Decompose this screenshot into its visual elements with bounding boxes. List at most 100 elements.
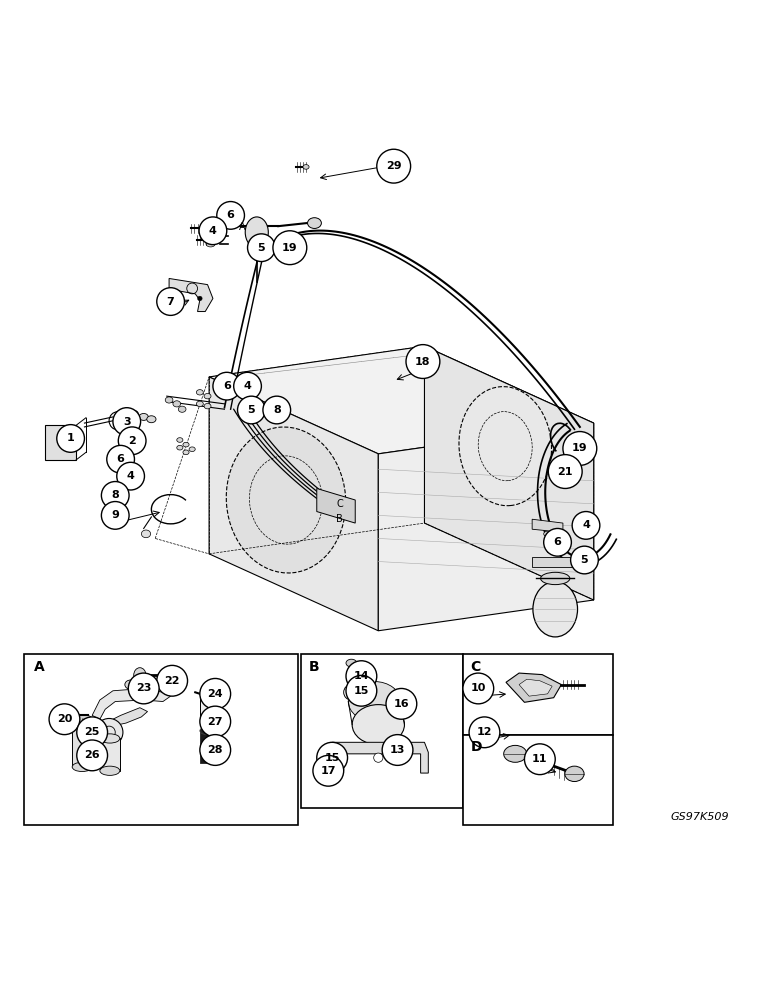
Circle shape: [563, 432, 597, 465]
Circle shape: [374, 753, 383, 762]
Ellipse shape: [204, 403, 211, 409]
Bar: [301, 654, 463, 808]
Ellipse shape: [100, 766, 120, 775]
Text: 3: 3: [123, 417, 130, 427]
Text: B: B: [337, 514, 344, 524]
Bar: [200, 731, 214, 763]
Text: GS97K509: GS97K509: [671, 812, 730, 822]
Circle shape: [344, 685, 359, 700]
Polygon shape: [506, 673, 561, 702]
Text: 4: 4: [244, 381, 252, 391]
Text: 19: 19: [572, 443, 587, 453]
Ellipse shape: [141, 675, 151, 682]
Ellipse shape: [582, 443, 590, 449]
Polygon shape: [46, 425, 76, 460]
Circle shape: [463, 673, 493, 704]
Ellipse shape: [346, 659, 357, 667]
Text: 26: 26: [84, 750, 100, 760]
Text: 6: 6: [227, 210, 235, 220]
Circle shape: [273, 231, 306, 265]
Polygon shape: [328, 742, 428, 773]
Bar: [200, 694, 214, 723]
Circle shape: [469, 717, 499, 748]
Ellipse shape: [141, 530, 151, 538]
Ellipse shape: [125, 680, 137, 689]
Ellipse shape: [503, 745, 527, 762]
Text: 10: 10: [471, 683, 486, 693]
Text: 23: 23: [136, 683, 151, 693]
Circle shape: [113, 408, 141, 435]
Ellipse shape: [196, 401, 203, 407]
Text: 22: 22: [164, 676, 180, 686]
Polygon shape: [378, 423, 594, 631]
Circle shape: [117, 462, 144, 490]
Circle shape: [548, 455, 582, 488]
Circle shape: [572, 512, 600, 539]
Text: 6: 6: [223, 381, 231, 391]
Text: 4: 4: [209, 226, 217, 236]
Ellipse shape: [134, 668, 146, 683]
Ellipse shape: [200, 727, 214, 735]
Ellipse shape: [576, 433, 584, 439]
Text: 1: 1: [66, 433, 74, 443]
Circle shape: [382, 735, 413, 765]
Circle shape: [128, 673, 159, 704]
Ellipse shape: [204, 393, 211, 399]
Ellipse shape: [245, 217, 269, 248]
Ellipse shape: [178, 406, 186, 412]
Ellipse shape: [206, 241, 215, 247]
Circle shape: [200, 735, 231, 765]
Text: 5: 5: [581, 555, 588, 565]
Text: 9: 9: [111, 510, 119, 520]
Circle shape: [234, 372, 262, 400]
Text: 18: 18: [415, 357, 431, 367]
Text: 19: 19: [282, 243, 298, 253]
Text: A: A: [34, 660, 45, 674]
Circle shape: [118, 427, 146, 455]
Circle shape: [317, 742, 347, 773]
Text: 4: 4: [582, 520, 590, 530]
Ellipse shape: [541, 664, 547, 670]
Text: 13: 13: [390, 745, 405, 755]
Circle shape: [524, 744, 555, 775]
Ellipse shape: [72, 715, 92, 724]
Circle shape: [101, 482, 129, 509]
Circle shape: [346, 661, 377, 692]
Ellipse shape: [196, 390, 203, 395]
Text: 29: 29: [386, 161, 401, 171]
Circle shape: [217, 202, 245, 229]
Text: 8: 8: [111, 490, 119, 500]
Text: 20: 20: [57, 714, 72, 724]
Circle shape: [76, 740, 107, 771]
Polygon shape: [425, 346, 594, 600]
Ellipse shape: [189, 447, 195, 452]
Ellipse shape: [177, 438, 183, 442]
Ellipse shape: [543, 531, 551, 537]
Ellipse shape: [564, 664, 570, 670]
Ellipse shape: [183, 450, 189, 455]
Ellipse shape: [72, 762, 92, 772]
Ellipse shape: [540, 572, 570, 585]
Ellipse shape: [565, 766, 584, 782]
Ellipse shape: [200, 690, 214, 698]
Bar: [100, 738, 120, 771]
Circle shape: [543, 528, 571, 556]
Ellipse shape: [576, 451, 584, 457]
Polygon shape: [169, 278, 213, 312]
Circle shape: [157, 665, 188, 696]
Bar: [72, 719, 92, 767]
Circle shape: [157, 288, 185, 315]
Circle shape: [95, 718, 123, 746]
Polygon shape: [113, 708, 147, 725]
Circle shape: [198, 296, 202, 301]
Circle shape: [200, 678, 231, 709]
Text: 12: 12: [477, 727, 493, 737]
Text: 24: 24: [208, 689, 223, 699]
Text: 8: 8: [273, 405, 281, 415]
Circle shape: [107, 445, 134, 473]
Circle shape: [248, 234, 276, 262]
Text: C: C: [471, 660, 481, 674]
Ellipse shape: [307, 218, 321, 228]
Text: 17: 17: [320, 766, 336, 776]
Text: 6: 6: [117, 454, 124, 464]
